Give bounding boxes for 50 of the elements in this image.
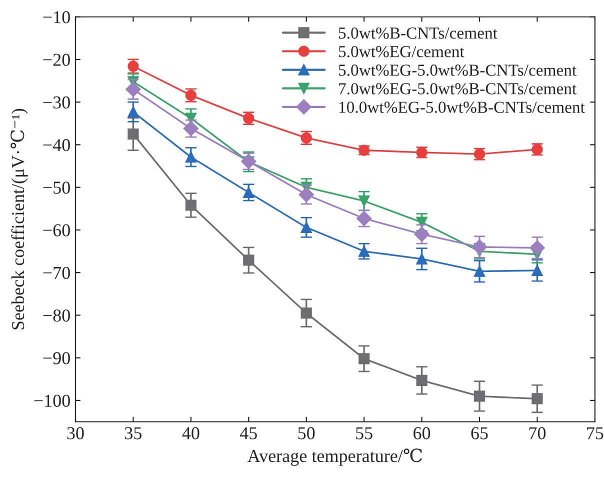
- y-tick-label: −40: [43, 138, 70, 152]
- point: [530, 240, 545, 256]
- point: [128, 128, 139, 140]
- y-tick-label: −80: [43, 309, 70, 322]
- x-tick-label: 60: [414, 427, 430, 440]
- point: [300, 308, 312, 319]
- x-tick-label: 45: [240, 427, 257, 440]
- y-tick-label: −100: [34, 394, 70, 407]
- point: [243, 254, 254, 266]
- point: [185, 200, 196, 211]
- point: [474, 266, 486, 277]
- point: [532, 264, 543, 276]
- point: [416, 374, 428, 386]
- y-tick-label: −30: [43, 96, 70, 109]
- point: [414, 226, 430, 242]
- x-tick-label: 30: [67, 427, 84, 440]
- x-tick-label: 40: [182, 427, 200, 440]
- y-tick-label: −50: [43, 182, 70, 194]
- point: [358, 353, 370, 364]
- point: [128, 106, 139, 118]
- point: [358, 246, 370, 257]
- y-tick-label: −90: [43, 352, 70, 364]
- x-tick-label: 55: [356, 427, 372, 440]
- point: [532, 393, 543, 404]
- y-tick-label: −60: [43, 224, 70, 236]
- point: [358, 195, 370, 207]
- point: [298, 187, 314, 202]
- point: [416, 216, 428, 228]
- point: [300, 222, 312, 233]
- y-axis-title: Seebeck coefficient/(μV·℃⁻¹): [10, 108, 28, 330]
- point: [126, 82, 141, 97]
- point: [416, 253, 428, 264]
- x-tick-label: 50: [298, 427, 315, 440]
- y-tick-label: −70: [43, 266, 70, 280]
- x-tick-label: 35: [125, 427, 142, 440]
- x-tick-label: 65: [471, 427, 488, 440]
- y-tick-label: −10: [43, 11, 70, 24]
- legend-label: 10.0wt%EG-5.0wt%B-CNTs/cement: [339, 102, 585, 113]
- x-tick-label: 70: [529, 427, 546, 440]
- x-tick-label: 75: [587, 427, 604, 440]
- y-tick-label: −20: [43, 54, 70, 66]
- x-axis-title: Average temperature/℃: [248, 448, 422, 466]
- point: [128, 60, 139, 72]
- legend-label: 7.0wt%EG-5.0wt%B-CNTs/cement: [339, 83, 577, 94]
- point: [243, 186, 254, 198]
- legend-label: 5.0wt%EG/cement: [338, 46, 464, 58]
- legend-label: 5.0wt%B-CNTs/cement: [338, 27, 498, 39]
- legend-label: 5.0wt%EG-5.0wt%B-CNTs/cement: [338, 64, 577, 76]
- point: [185, 152, 196, 163]
- point: [474, 390, 486, 402]
